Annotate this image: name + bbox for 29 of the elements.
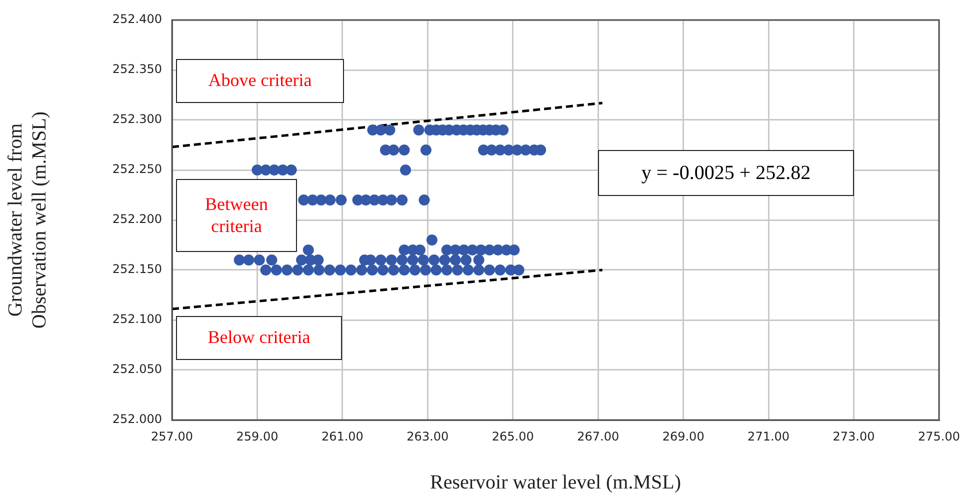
y-tick-label: 252.050 — [112, 362, 162, 376]
x-axis-title: Reservoir water level (m.MSL) — [430, 471, 682, 494]
y-tick-label: 252.150 — [112, 262, 162, 276]
text-box: y = -0.0025 + 252.82 — [598, 150, 854, 196]
x-tick-label: 267.00 — [577, 429, 620, 444]
x-tick-label: 257.00 — [151, 429, 193, 444]
x-tick-label: 275.00 — [918, 429, 960, 444]
y-tick-label: 252.200 — [112, 212, 162, 226]
annotation: y = -0.0025 + 252.82 — [641, 161, 811, 185]
y-tick-label: 252.250 — [112, 162, 162, 176]
x-tick-label: 265.00 — [492, 429, 534, 444]
annotation: Below criteria — [208, 327, 310, 349]
y-tick-label: 252.350 — [112, 62, 162, 76]
annotation: Above criteria — [208, 70, 312, 92]
x-tick-label: 261.00 — [321, 429, 364, 444]
text-box: Between criteria — [176, 179, 297, 252]
y-axis-title: Groundwater level from Observation well (m.MSL) — [4, 111, 50, 329]
x-tick-label: 269.00 — [662, 429, 704, 444]
y-tick-label: 252.300 — [112, 112, 162, 126]
x-tick-label: 271.00 — [748, 429, 790, 444]
y-tick-label: 252.400 — [112, 12, 162, 26]
x-tick-label: 263.00 — [406, 429, 449, 444]
x-tick-label: 273.00 — [832, 429, 875, 444]
y-tick-label: 252.000 — [112, 412, 162, 426]
x-tick-label: 259.00 — [236, 429, 278, 444]
y-tick-label: 252.100 — [112, 312, 162, 326]
text-box: Above criteria — [176, 59, 344, 103]
text-box: Below criteria — [176, 316, 342, 360]
annotation: Between criteria — [204, 194, 269, 238]
